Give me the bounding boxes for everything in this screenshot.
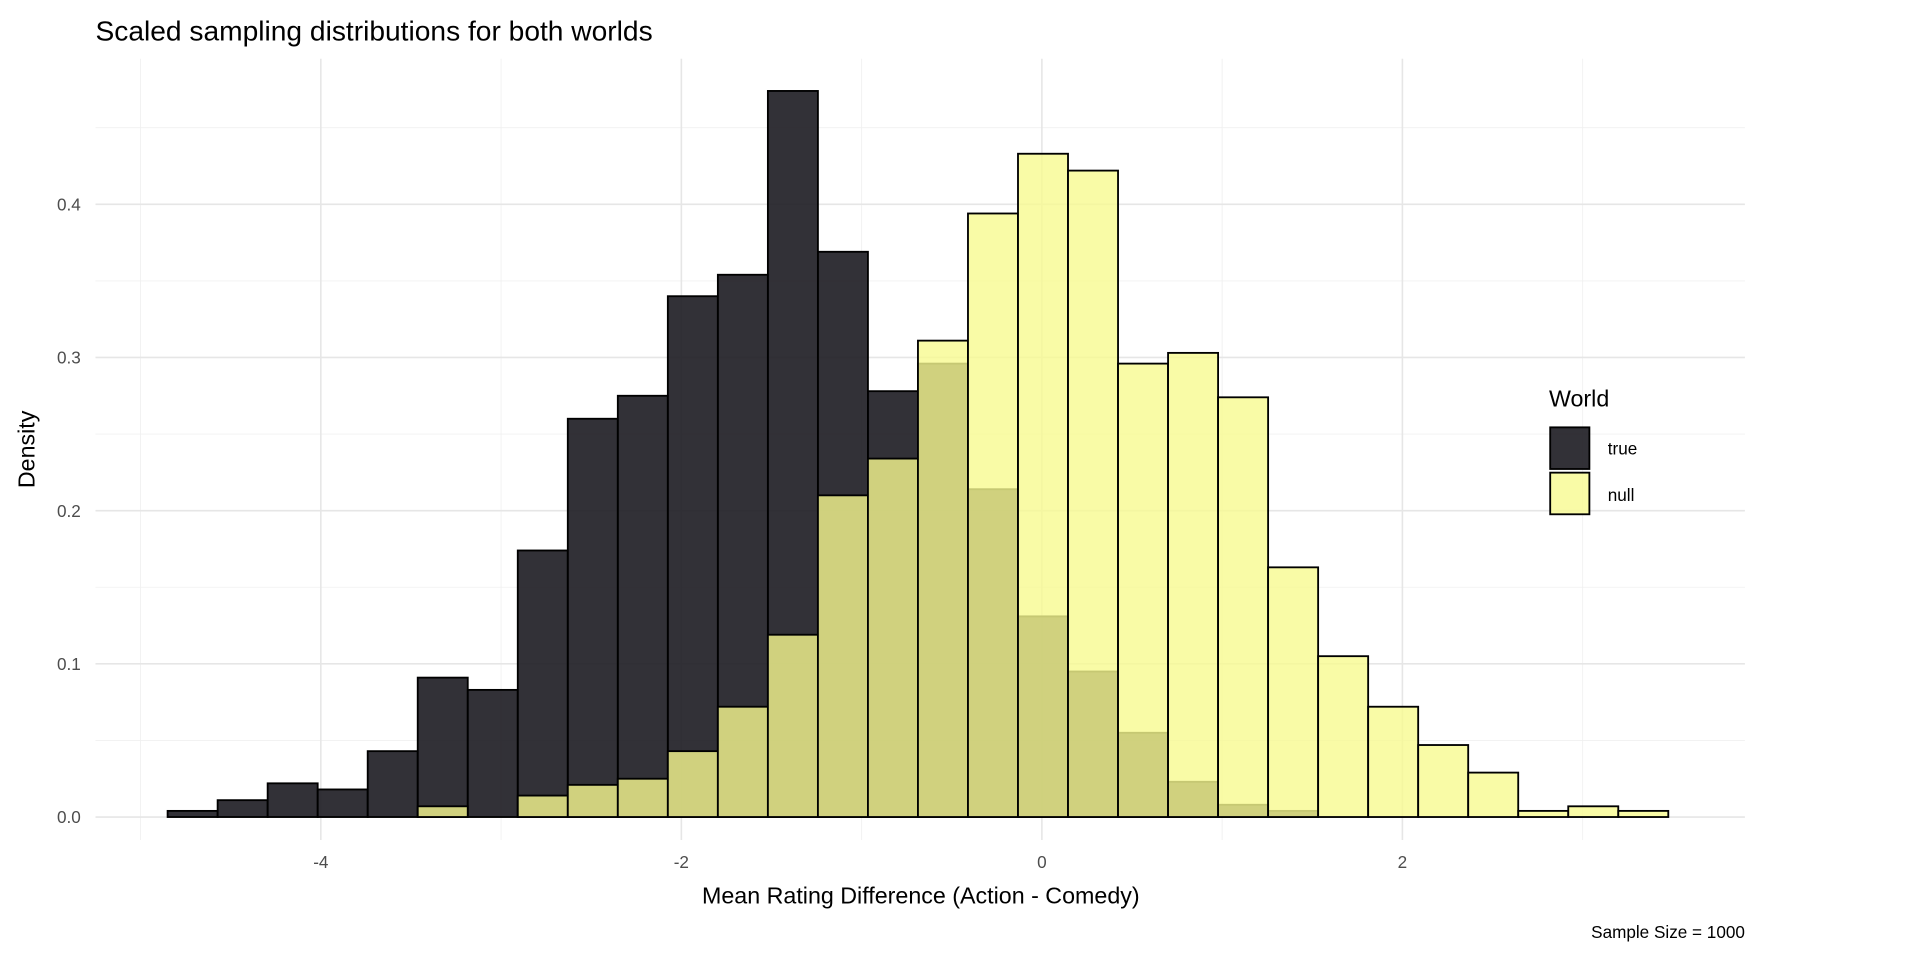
legend: World true null (1549, 386, 1638, 516)
legend-label-null: null (1608, 485, 1635, 505)
bar-null (516, 794, 569, 818)
y-axis-ticks: 0.0 0.1 0.2 0.3 0.4 (57, 194, 81, 827)
x-axis-ticks: -4 -2 0 2 (313, 852, 1407, 872)
x-axis-title: Mean Rating Difference (Action - Comedy) (702, 883, 1140, 909)
legend-label-true: true (1608, 438, 1638, 458)
y-tick-label: 0.0 (57, 807, 81, 827)
bar-null (967, 212, 1019, 818)
x-tick-label: 0 (1037, 852, 1047, 872)
series-null-bars (416, 152, 1670, 818)
legend-key-true (1549, 426, 1591, 470)
bar-true (366, 750, 419, 818)
bar-null (867, 457, 919, 818)
bar-null (666, 750, 719, 818)
bar-true (666, 295, 719, 818)
y-tick-label: 0.4 (57, 194, 81, 214)
bar-true (316, 788, 369, 818)
x-tick-label: -2 (674, 852, 689, 872)
caption: Sample Size = 1000 (1591, 922, 1745, 942)
bar-true (166, 809, 219, 818)
bar-null (1517, 809, 1570, 818)
bar-null (917, 339, 969, 818)
bar-true (416, 676, 469, 818)
bar-null (1017, 152, 1069, 818)
bar-null (1217, 396, 1270, 818)
bar-null (1467, 771, 1520, 818)
bar-null (1367, 705, 1420, 818)
bar-null (816, 494, 869, 818)
y-tick-label: 0.2 (57, 501, 81, 521)
bar-null (616, 777, 669, 818)
y-tick-label: 0.3 (57, 348, 81, 368)
bar-null (566, 783, 619, 818)
legend-title: World (1549, 386, 1609, 412)
bar-true (516, 549, 569, 818)
x-tick-label: 2 (1398, 852, 1408, 872)
x-tick-label: -4 (313, 852, 329, 872)
bar-true (616, 394, 669, 818)
bar-null (1617, 809, 1670, 818)
chart-title: Scaled sampling distributions for both w… (96, 15, 653, 46)
bar-true (266, 782, 319, 818)
bar-null (766, 633, 819, 818)
y-axis-title: Density (13, 410, 39, 488)
bar-null (416, 805, 469, 818)
bar-null (1267, 566, 1320, 818)
bar-null (1117, 362, 1169, 818)
bar-null (1567, 805, 1620, 818)
bar-null (1167, 351, 1220, 818)
bar-true (566, 417, 619, 818)
bar-null (1317, 655, 1370, 818)
legend-key-null (1549, 471, 1591, 516)
bar-null (716, 705, 769, 818)
y-tick-label: 0.1 (57, 654, 81, 674)
bar-true (466, 688, 519, 818)
bar-null (1417, 744, 1470, 818)
bar-null (1067, 169, 1119, 818)
bar-true (216, 799, 269, 818)
